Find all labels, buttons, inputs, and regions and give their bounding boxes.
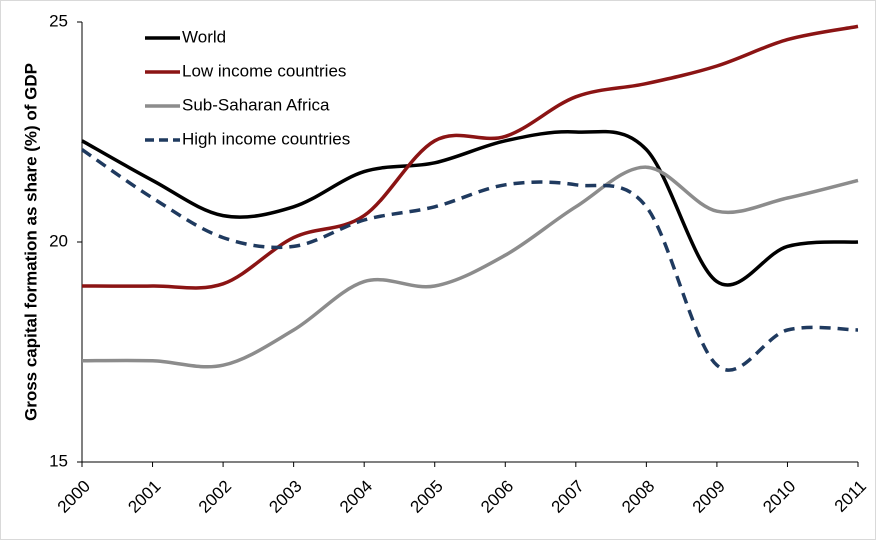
series-line xyxy=(81,24,859,290)
legend-label: Low income countries xyxy=(182,61,346,80)
series-line xyxy=(81,165,859,369)
series-line xyxy=(81,129,859,287)
y-tick-label: 15 xyxy=(49,451,68,470)
legend-label: World xyxy=(182,27,226,46)
legend-label: Sub-Saharan Africa xyxy=(182,95,330,114)
y-axis-label: Gross capital formation as share (%) of … xyxy=(21,63,40,421)
legend-label: High income countries xyxy=(182,129,350,148)
y-tick-label: 20 xyxy=(49,231,68,250)
y-tick-label: 25 xyxy=(49,11,68,30)
